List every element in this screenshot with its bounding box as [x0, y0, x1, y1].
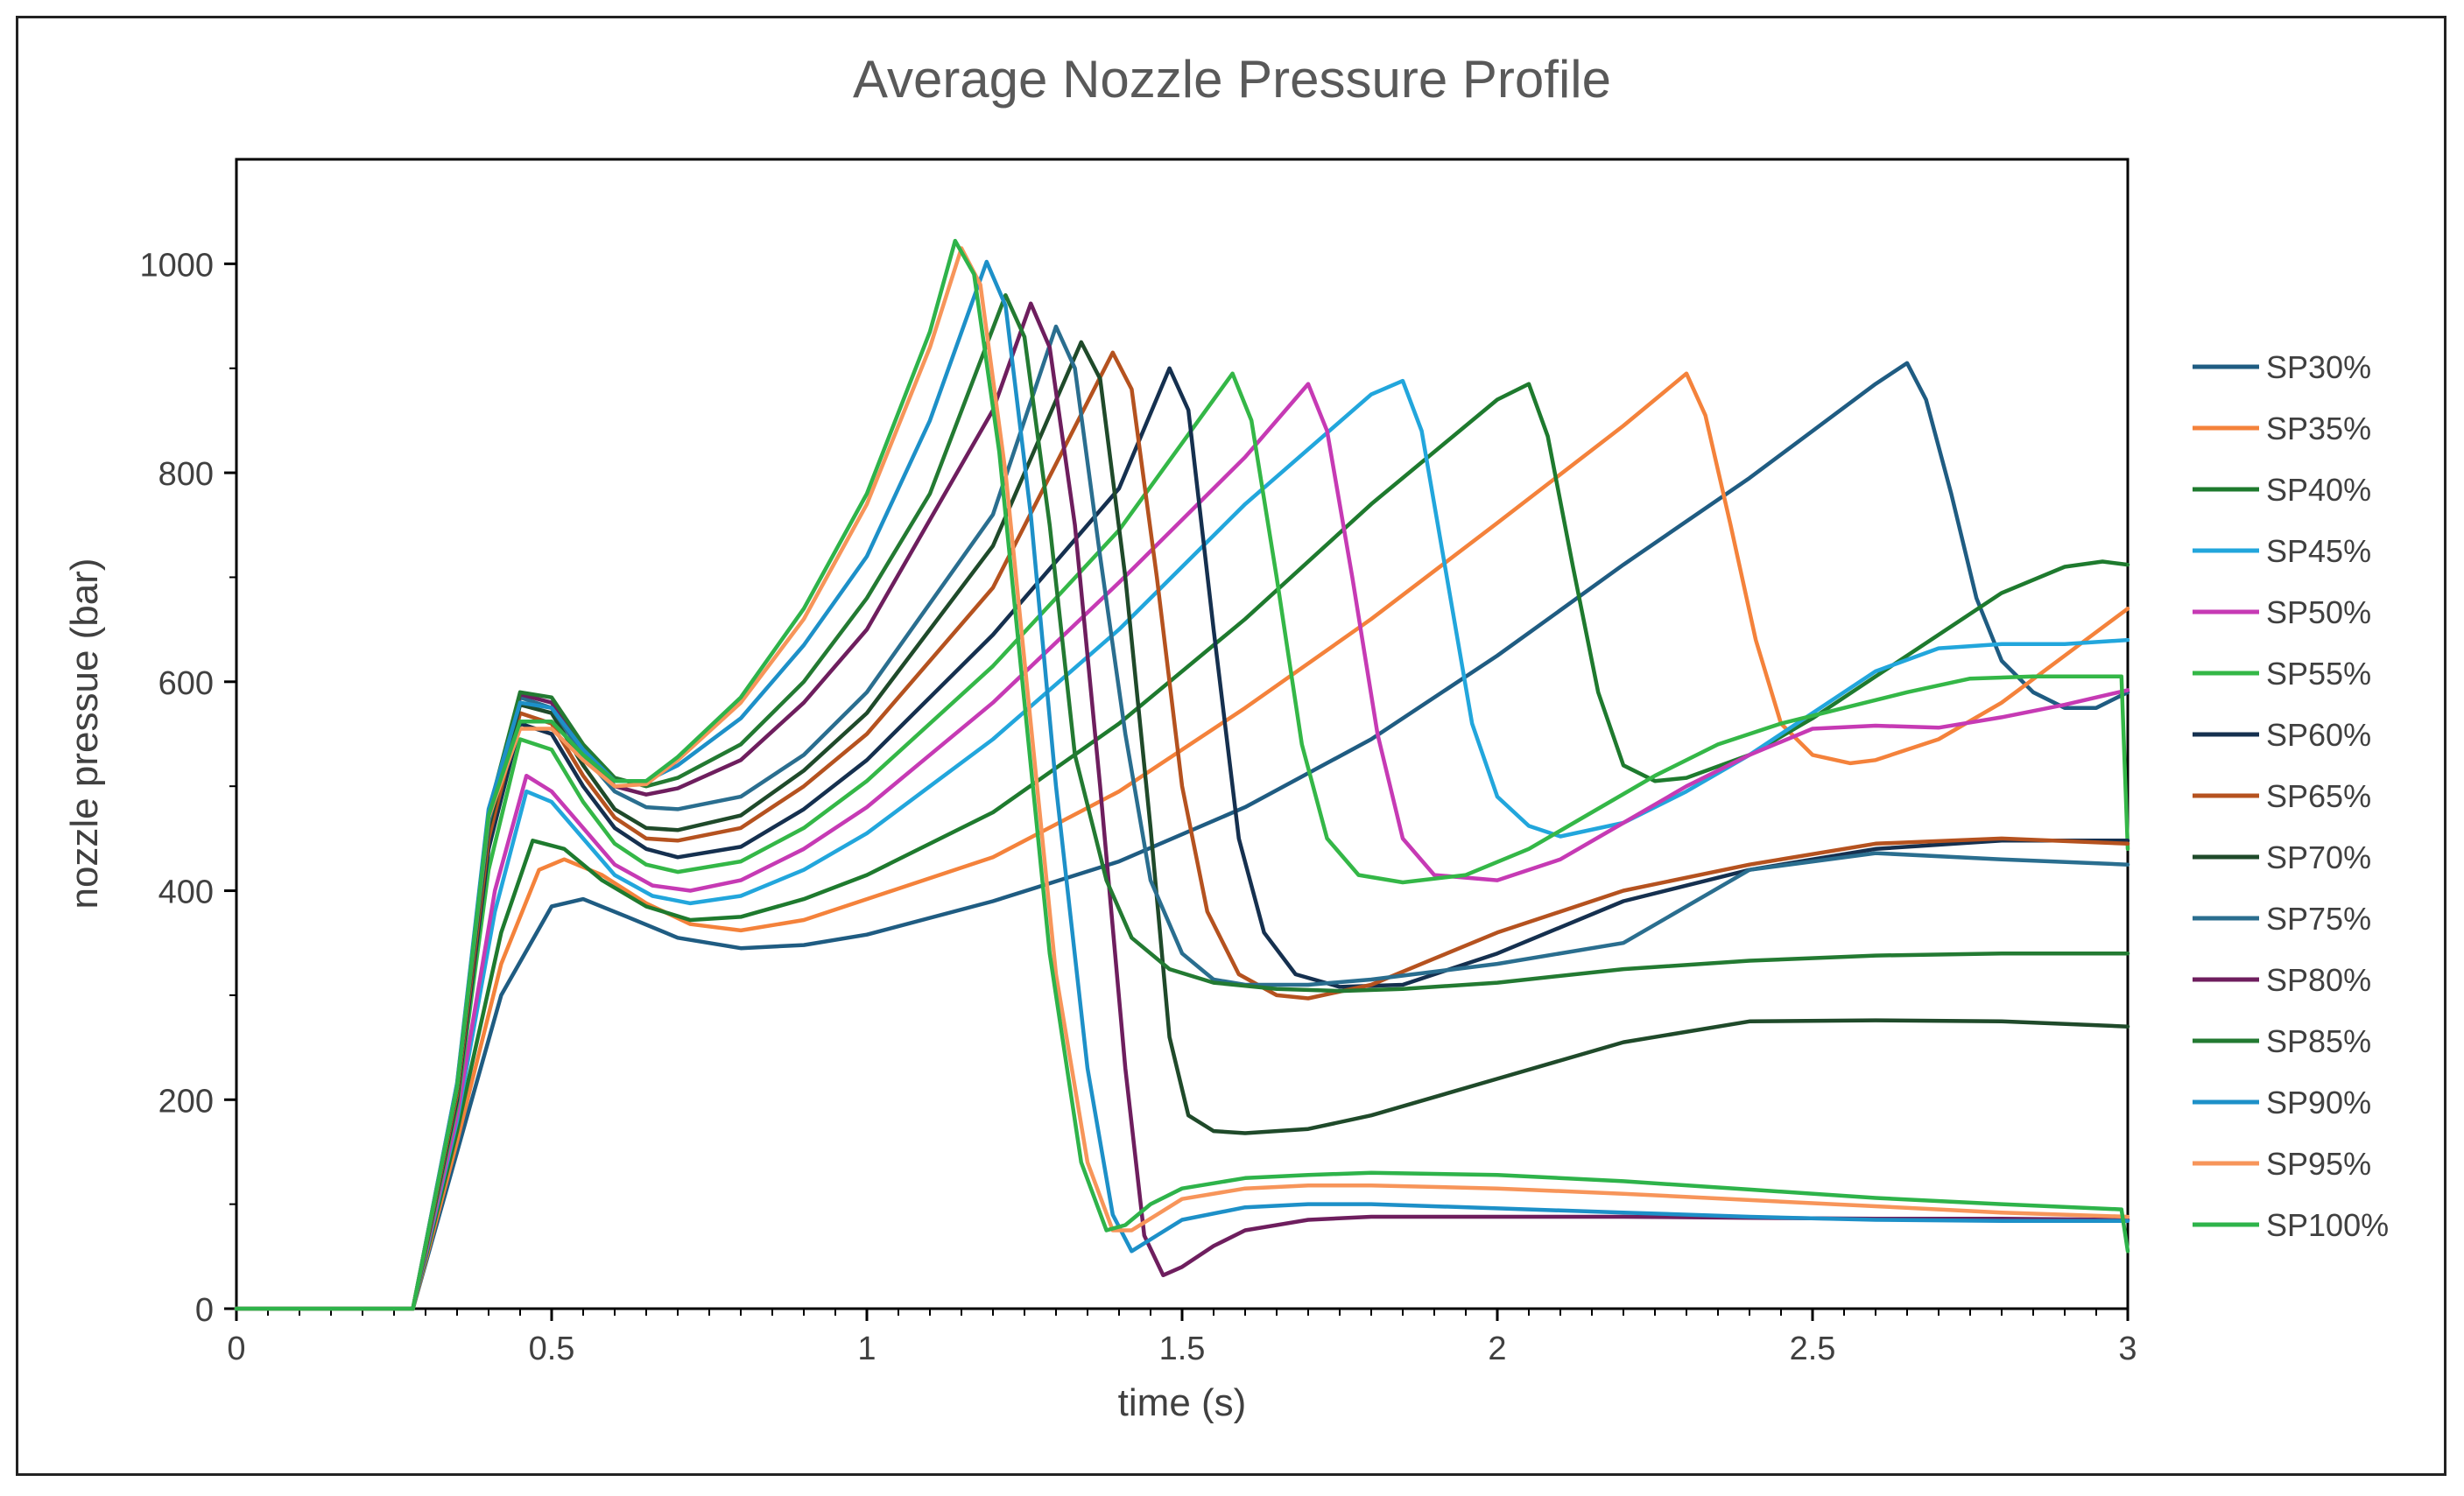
x-tick-label: 3 — [2118, 1331, 2137, 1367]
legend-label: SP65% — [2266, 778, 2371, 814]
series-line-sp35-pct — [234, 371, 2130, 1311]
series-line-sp85-pct — [234, 292, 2130, 1311]
chart-title: Average Nozzle Pressure Profile — [853, 50, 1611, 109]
y-tick-label: 200 — [158, 1083, 214, 1120]
y-axis: 0 200 400 600 800 1000 — [139, 247, 236, 1329]
legend-label: SP80% — [2266, 962, 2371, 998]
legend-label: SP75% — [2266, 901, 2371, 937]
series-line-sp45-pct — [234, 378, 2130, 1311]
y-tick-label: 600 — [158, 665, 214, 702]
legend: SP30% SP35% SP40% SP45% SP50% SP55% SP60% SP65%… — [2193, 349, 2389, 1243]
legend-label: SP95% — [2266, 1146, 2371, 1182]
legend-label: SP35% — [2266, 411, 2371, 446]
legend-label: SP85% — [2266, 1023, 2371, 1059]
series-line-sp95-pct — [234, 246, 2130, 1311]
series-line-sp65-pct — [234, 350, 2130, 1311]
series-layer — [234, 238, 2130, 1311]
series-line-sp60-pct — [234, 366, 2130, 1311]
series-line-sp55-pct — [234, 371, 2130, 1311]
y-tick-label: 400 — [158, 874, 214, 911]
x-tick-label: 2 — [1488, 1331, 1506, 1367]
legend-label: SP50% — [2266, 594, 2371, 630]
legend-label: SP30% — [2266, 349, 2371, 385]
series-line-sp80-pct — [234, 301, 2130, 1311]
chart-frame: Average Nozzle Pressure Profile 0 200 400 6… — [16, 16, 2446, 1476]
legend-label: SP40% — [2266, 472, 2371, 508]
legend-label: SP90% — [2266, 1085, 2371, 1120]
series-line-sp70-pct — [234, 340, 2130, 1311]
series-line-sp100-pct — [234, 238, 2130, 1311]
x-tick-label: 0.5 — [529, 1331, 575, 1367]
series-line-sp40-pct — [234, 382, 2130, 1311]
x-tick-label: 1.5 — [1159, 1331, 1206, 1367]
chart-svg: Average Nozzle Pressure Profile 0 200 400 6… — [63, 50, 2389, 1424]
series-line-sp50-pct — [234, 382, 2130, 1311]
x-tick-label: 1 — [857, 1331, 876, 1367]
x-axis-label: time (s) — [1118, 1381, 1247, 1424]
legend-label: SP70% — [2266, 839, 2371, 875]
y-tick-label: 800 — [158, 456, 214, 493]
series-line-sp90-pct — [234, 259, 2130, 1311]
legend-label: SP45% — [2266, 533, 2371, 569]
series-line-sp30-pct — [234, 361, 2130, 1311]
x-tick-label: 0 — [227, 1331, 245, 1367]
y-tick-label: 0 — [195, 1292, 214, 1329]
legend-label: SP100% — [2266, 1207, 2389, 1243]
legend-label: SP55% — [2266, 656, 2371, 692]
x-tick-label: 2.5 — [1790, 1331, 1836, 1367]
x-axis: 0 0.5 1 1.5 2 2.5 3 — [227, 1309, 2137, 1367]
y-tick-label: 1000 — [139, 247, 214, 284]
y-axis-label: nozzle pressue (bar) — [63, 558, 106, 909]
legend-label: SP60% — [2266, 717, 2371, 753]
